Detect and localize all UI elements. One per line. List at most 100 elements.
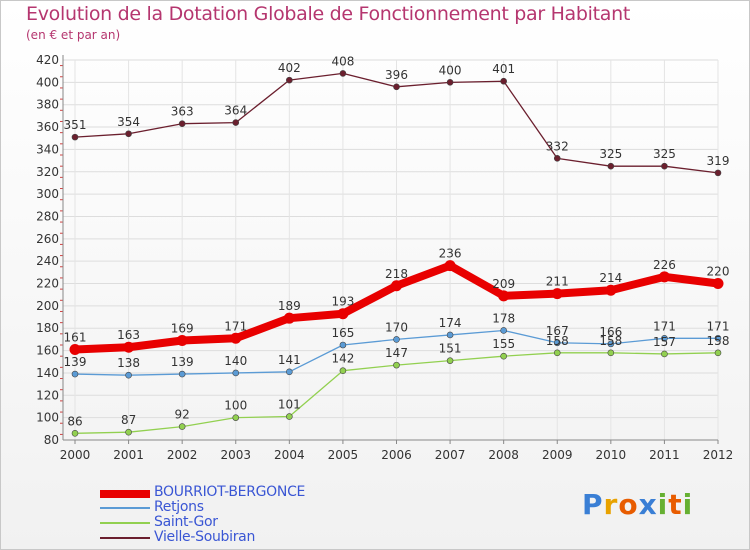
y-tick-label: 400 [36, 75, 59, 89]
data-label: 220 [707, 265, 730, 279]
x-tick-label: 2002 [167, 448, 198, 462]
y-tick-label: 160 [36, 344, 59, 358]
data-label: 166 [599, 325, 622, 339]
data-label: 351 [64, 118, 87, 132]
data-point [444, 260, 456, 272]
data-point [286, 76, 293, 84]
x-tick-label: 2009 [542, 448, 573, 462]
data-point [500, 327, 507, 334]
x-tick-label: 2006 [381, 448, 412, 462]
data-label: 151 [439, 342, 462, 356]
data-label: 165 [331, 326, 354, 340]
data-point [339, 367, 347, 375]
data-point [553, 349, 561, 357]
y-tick-label: 140 [36, 366, 59, 380]
data-label: 364 [224, 104, 247, 118]
data-label: 142 [331, 352, 354, 366]
data-label: 171 [707, 319, 730, 333]
logo-letter: o [618, 488, 639, 521]
data-label: 236 [439, 247, 462, 261]
data-point [714, 349, 722, 357]
x-tick-label: 2011 [649, 448, 680, 462]
data-point [123, 341, 135, 353]
data-label: 354 [117, 115, 140, 129]
data-label: 193 [331, 295, 354, 309]
data-label: 138 [117, 356, 140, 370]
logo-letter: i [682, 488, 694, 521]
x-tick-label: 2004 [274, 448, 305, 462]
data-point [607, 340, 615, 348]
data-label: 87 [121, 413, 136, 427]
data-label: 139 [64, 355, 87, 369]
y-tick-label: 300 [36, 187, 59, 201]
data-label: 189 [278, 299, 301, 313]
data-label: 363 [171, 105, 194, 119]
y-tick-label: 360 [36, 120, 59, 134]
data-label: 211 [546, 275, 569, 289]
data-point [178, 120, 186, 128]
data-point [605, 284, 617, 296]
data-label: 140 [224, 354, 247, 368]
legend-swatch [100, 507, 150, 509]
data-point [232, 119, 240, 126]
x-tick-label: 2000 [60, 448, 91, 462]
y-tick-label: 260 [36, 232, 59, 246]
y-tick-label: 380 [36, 98, 59, 112]
data-label: 147 [385, 346, 408, 360]
data-point [446, 79, 454, 86]
data-label: 86 [67, 414, 82, 428]
proxiti-logo: Proxiti [582, 488, 693, 521]
data-label: 178 [492, 311, 515, 325]
data-label: 155 [492, 337, 515, 351]
data-point [553, 339, 561, 347]
data-point [71, 370, 79, 378]
data-label: 408 [331, 54, 354, 68]
data-point [125, 428, 132, 436]
x-tick-label: 2005 [328, 448, 359, 462]
data-label: 169 [171, 322, 194, 336]
data-label: 226 [653, 258, 676, 272]
data-label: 325 [599, 147, 622, 161]
y-tick-label: 340 [36, 142, 59, 156]
x-tick-label: 2003 [220, 448, 251, 462]
data-point [125, 371, 132, 379]
data-label: 92 [175, 408, 190, 422]
y-tick-label: 240 [36, 254, 59, 268]
x-tick-label: 2007 [435, 448, 466, 462]
data-label: 163 [117, 328, 140, 342]
data-point [339, 341, 347, 349]
chart-title: Evolution de la Dotation Globale de Fonc… [26, 3, 631, 25]
x-tick-label: 2001 [113, 448, 144, 462]
x-tick-label: 2012 [703, 448, 734, 462]
y-tick-label: 420 [36, 53, 59, 67]
logo-letter: r [603, 488, 619, 521]
data-point [661, 334, 668, 342]
logo-letter: t [668, 488, 683, 521]
y-tick-label: 220 [36, 277, 59, 291]
data-point [446, 357, 454, 364]
data-point [607, 162, 615, 170]
data-label: 100 [224, 399, 247, 413]
chart-subtitle: (en € et par an) [26, 28, 121, 42]
data-label: 214 [599, 271, 622, 285]
data-point [393, 83, 400, 91]
data-label: 319 [707, 154, 730, 168]
y-tick-label: 80 [44, 433, 59, 447]
data-point [286, 413, 293, 420]
data-label: 158 [599, 334, 622, 348]
data-point [232, 369, 240, 377]
data-label: 174 [439, 316, 462, 330]
data-point [283, 312, 295, 324]
data-label: 158 [707, 334, 730, 348]
data-label: 401 [492, 62, 515, 76]
data-point [393, 361, 400, 369]
y-tick-label: 100 [36, 411, 59, 425]
data-label: 402 [278, 61, 301, 75]
data-point [714, 334, 722, 342]
data-point [125, 130, 132, 138]
legend-swatch [100, 537, 150, 539]
data-label: 325 [653, 147, 676, 161]
data-point [658, 271, 670, 283]
